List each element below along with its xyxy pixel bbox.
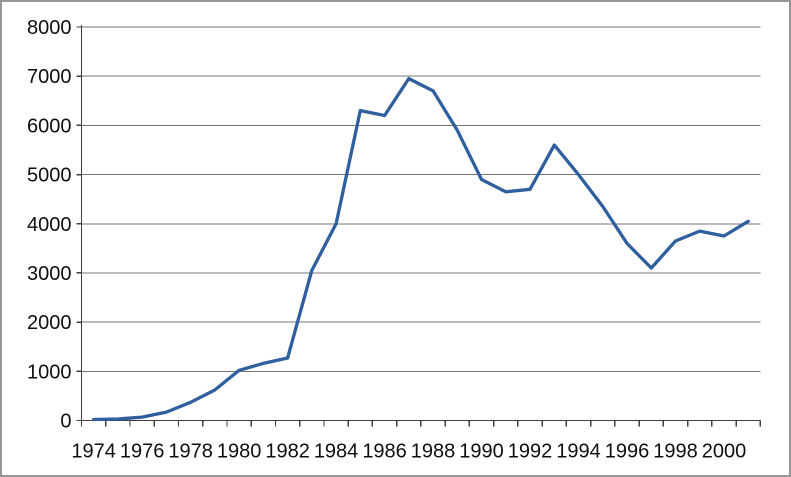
y-axis-tick-label: 4000 (27, 214, 72, 236)
gridlines (81, 26, 761, 372)
x-axis-tick-label: 1982 (265, 441, 310, 463)
x-axis-tick-label: 1980 (217, 441, 262, 463)
y-axis-tick-label: 0 (60, 411, 71, 433)
x-axis-tick-label: 1986 (362, 441, 407, 463)
x-axis-tick-label: 1996 (605, 441, 650, 463)
x-axis (80, 419, 762, 427)
data-series-line (91, 76, 750, 422)
x-axis-tick-label: 1974 (71, 441, 116, 463)
y-axis-tick-label: 6000 (27, 115, 72, 137)
y-axis-labels: 0 1000 2000 3000 4000 5000 6000 7000 8000 (27, 17, 72, 433)
x-axis-tick-label: 1994 (556, 441, 601, 463)
y-axis-tick-label: 1000 (27, 361, 72, 383)
y-axis (76, 25, 83, 422)
x-axis-tick-label: 1998 (653, 441, 698, 463)
y-axis-tick-label: 7000 (27, 66, 72, 88)
y-axis-tick-label: 3000 (27, 263, 72, 285)
x-axis-tick-label: 1984 (314, 441, 359, 463)
x-axis-labels: 1974 1976 1978 1980 1982 1984 1986 1988 1990 1992… (71, 441, 746, 463)
x-axis-tick-label: 1990 (459, 441, 504, 463)
y-axis-tick-label: 5000 (27, 165, 72, 187)
y-axis-tick-label: 8000 (27, 17, 72, 39)
x-axis-tick-label: 1988 (411, 441, 456, 463)
y-axis-tick-label: 2000 (27, 312, 72, 334)
x-axis-tick-label: 1992 (508, 441, 553, 463)
x-axis-tick-label: 1976 (120, 441, 165, 463)
x-axis-tick-label: 2000 (702, 441, 747, 463)
x-axis-tick-label: 1978 (168, 441, 213, 463)
